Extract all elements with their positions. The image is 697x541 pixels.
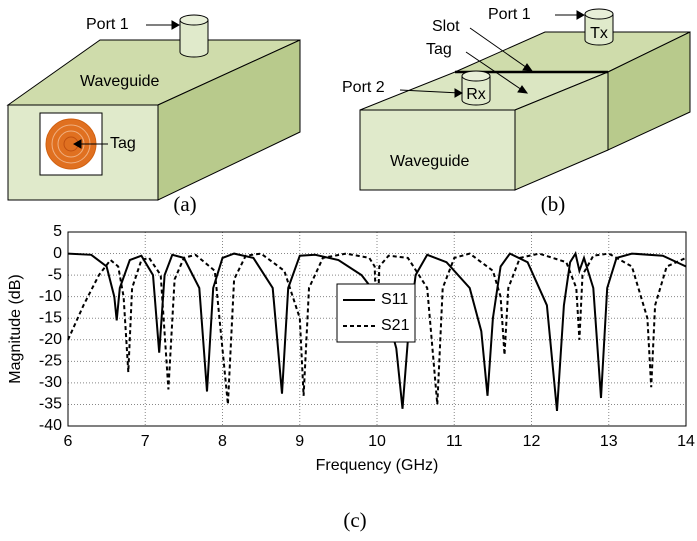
label: Tag [426, 41, 452, 58]
y-tick-label: 5 [53, 223, 62, 240]
y-tick-label: -10 [39, 288, 62, 305]
x-axis-label: Frequency (GHz) [316, 457, 439, 474]
x-tick-label: 10 [368, 433, 386, 450]
label: Waveguide [390, 153, 470, 170]
y-tick-label: -5 [48, 266, 62, 283]
x-tick-label: 9 [295, 433, 304, 450]
series-line [67, 252, 687, 405]
arrow-head [171, 20, 181, 30]
y-tick-label: -30 [39, 374, 62, 391]
x-tick-label: 13 [600, 433, 618, 450]
port-cylinder [179, 20, 209, 58]
label: Tx [590, 25, 608, 42]
y-tick-label: -40 [39, 417, 62, 434]
x-tick-label: 6 [64, 433, 73, 450]
label: Port 1 [86, 16, 129, 33]
arrow [465, 51, 526, 93]
tx-cylinder [584, 14, 614, 46]
port-top [179, 14, 209, 26]
label: Port 2 [342, 79, 385, 96]
diagram-a [6, 14, 301, 201]
y-axis-label: Magnitude (dB) [7, 274, 24, 383]
y-tick-label: -25 [39, 353, 62, 370]
label: Rx [466, 86, 486, 103]
arrow [469, 27, 531, 71]
rx-cylinder [461, 76, 491, 106]
legend-label: S21 [381, 317, 410, 334]
arrow-head [72, 139, 82, 149]
caption: (a) [173, 192, 196, 216]
x-tick-label: 7 [141, 433, 150, 450]
label: Port 1 [488, 6, 531, 23]
label: Slot [432, 18, 460, 35]
label: Tag [110, 135, 136, 152]
rx-top [461, 70, 491, 82]
y-tick-label: -35 [39, 396, 62, 413]
arrow-head [576, 10, 586, 20]
arrow-head [522, 63, 534, 72]
y-tick-label: -15 [39, 309, 62, 326]
caption: (b) [541, 192, 566, 216]
x-tick-label: 11 [446, 433, 463, 450]
plot-frame [67, 231, 687, 427]
arrow-head [517, 85, 529, 94]
x-tick-label: 14 [677, 433, 695, 450]
tx-top [584, 8, 614, 20]
x-tick-label: 12 [523, 433, 541, 450]
caption: (c) [343, 508, 366, 532]
arrow [399, 89, 461, 94]
diagram-b [359, 8, 691, 191]
x-tick-label: 8 [218, 433, 227, 450]
front-face [359, 109, 516, 191]
arrow-head [454, 88, 464, 98]
y-tick-label: -20 [39, 331, 62, 348]
legend-box [336, 283, 416, 343]
legend-label: S11 [381, 291, 408, 308]
label: Waveguide [80, 73, 160, 90]
y-tick-label: 0 [53, 245, 62, 262]
